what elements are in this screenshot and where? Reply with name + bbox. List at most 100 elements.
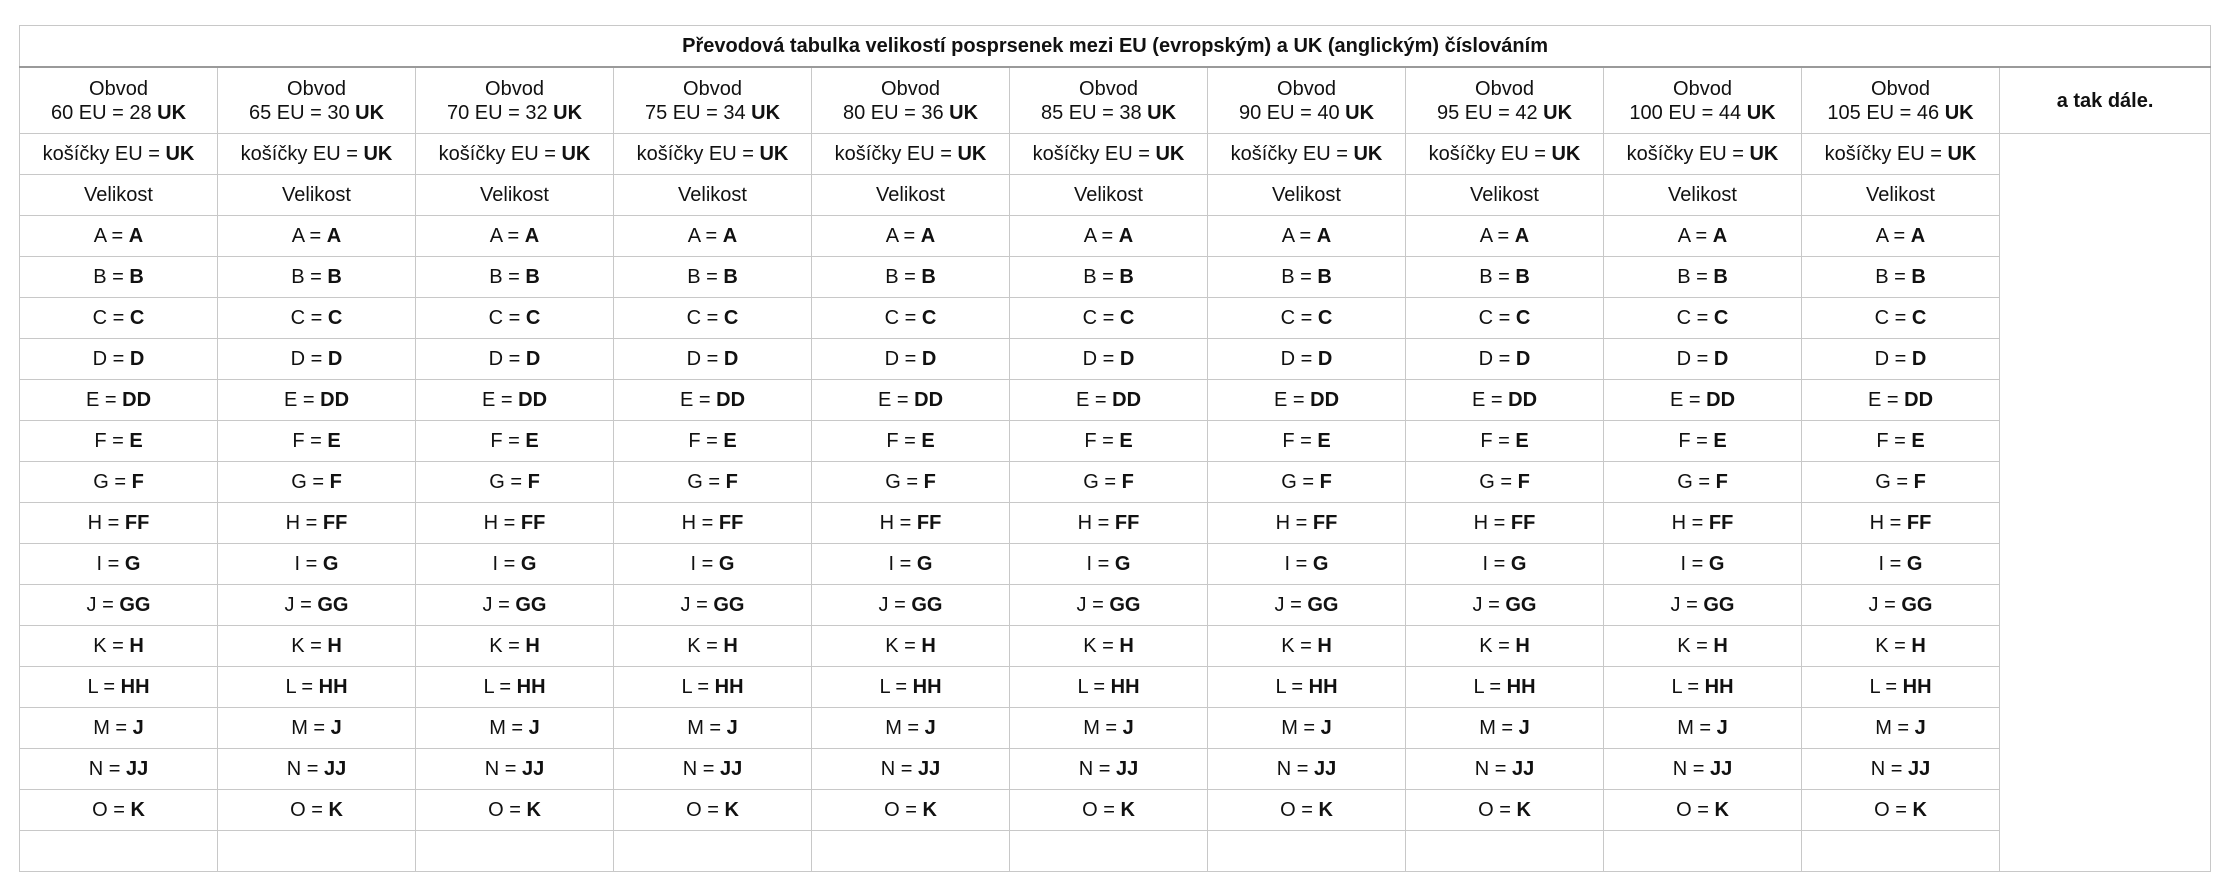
cup-conversion-cell: G = F bbox=[613, 461, 812, 503]
cup-uk: GG bbox=[119, 594, 151, 616]
equals-sign: = bbox=[106, 225, 129, 247]
cup-conversion-cell: E = DD bbox=[217, 379, 416, 421]
column-header: Obvod 105 EU = 46 UK bbox=[1801, 66, 2000, 134]
cup-uk: GG bbox=[1109, 594, 1141, 616]
band-size-uk: UK bbox=[949, 101, 979, 124]
cup-uk: K bbox=[130, 799, 145, 821]
cup-uk: G bbox=[1312, 553, 1329, 575]
cup-conversion-cell: M = J bbox=[1801, 707, 2000, 749]
equals-sign: = bbox=[700, 430, 724, 452]
cups-label-cell: košíčky EU = UK bbox=[1801, 133, 2000, 175]
cup-uk: H bbox=[1515, 635, 1530, 657]
cup-uk: DD bbox=[1706, 389, 1736, 411]
equals-sign: = bbox=[1683, 389, 1707, 411]
cup-conversion-cell: M = J bbox=[1405, 707, 1604, 749]
cup-eu: J bbox=[680, 594, 691, 616]
blank-column bbox=[1998, 133, 2212, 872]
cup-eu: D bbox=[884, 348, 900, 370]
cup-conversion-cell: E = DD bbox=[811, 379, 1010, 421]
equals-sign: = bbox=[1483, 676, 1507, 698]
cup-eu: H bbox=[1275, 512, 1291, 534]
cup-uk: GG bbox=[515, 594, 547, 616]
cup-uk: GG bbox=[1307, 594, 1339, 616]
cup-conversion-cell: F = E bbox=[613, 420, 812, 462]
equals-sign: = bbox=[1493, 307, 1516, 329]
cup-conversion-cell: N = JJ bbox=[415, 748, 614, 790]
cup-uk: B bbox=[723, 266, 738, 288]
cup-conversion-cell: B = B bbox=[1009, 256, 1208, 298]
cup-eu: D bbox=[1280, 348, 1296, 370]
cup-uk: HH bbox=[1902, 676, 1932, 698]
cups-label-cell: košíčky EU = UK bbox=[19, 133, 218, 175]
equals-sign: = bbox=[899, 307, 922, 329]
cup-eu: L bbox=[1275, 676, 1286, 698]
cup-conversion-cell: E = DD bbox=[1603, 379, 1802, 421]
cup-uk: HH bbox=[1704, 676, 1734, 698]
cup-eu: L bbox=[1671, 676, 1682, 698]
cup-uk: K bbox=[526, 799, 541, 821]
cup-eu: F bbox=[1678, 430, 1691, 452]
cup-eu: F bbox=[886, 430, 899, 452]
equals-sign: = bbox=[1488, 512, 1511, 534]
cup-uk: C bbox=[723, 307, 739, 329]
cup-eu: A bbox=[1281, 225, 1294, 247]
cup-conversion-cell: L = HH bbox=[19, 666, 218, 708]
cup-eu: O bbox=[488, 799, 504, 821]
equals-sign: = bbox=[1087, 676, 1111, 698]
cup-eu: G bbox=[291, 471, 307, 493]
cup-uk: K bbox=[724, 799, 739, 821]
cup-eu: H bbox=[1869, 512, 1885, 534]
equals-sign: = bbox=[1888, 430, 1912, 452]
cup-uk: H bbox=[723, 635, 738, 657]
cup-eu: B bbox=[885, 266, 899, 288]
empty-cell bbox=[415, 830, 614, 872]
cup-uk: B bbox=[129, 266, 144, 288]
equals-sign: = bbox=[1691, 348, 1714, 370]
obvod-label: Obvod bbox=[881, 77, 940, 100]
cup-eu: F bbox=[1084, 430, 1097, 452]
cup-conversion-cell: F = E bbox=[1207, 420, 1406, 462]
size-label: Velikost bbox=[1801, 174, 2000, 216]
cup-uk: K bbox=[328, 799, 343, 821]
empty-cell bbox=[1405, 830, 1604, 872]
cup-eu: G bbox=[489, 471, 505, 493]
cup-eu: O bbox=[92, 799, 108, 821]
equals-sign: = bbox=[696, 512, 719, 534]
cup-uk: G bbox=[322, 553, 339, 575]
cup-conversion-cell: G = F bbox=[1009, 461, 1208, 503]
cups-label-cell: košíčky EU = UK bbox=[1603, 133, 1802, 175]
cup-uk: E bbox=[921, 430, 935, 452]
cup-uk: F bbox=[725, 471, 738, 493]
cup-conversion-cell: I = G bbox=[1603, 543, 1802, 585]
equals-sign: = bbox=[899, 348, 922, 370]
cup-eu: F bbox=[490, 430, 503, 452]
cup-conversion-cell: G = F bbox=[1207, 461, 1406, 503]
cups-label-eu: košíčky EU = bbox=[636, 143, 760, 165]
cup-conversion-cell: J = GG bbox=[1801, 584, 2000, 626]
cup-conversion-cell: B = B bbox=[1603, 256, 1802, 298]
cup-uk: DD bbox=[518, 389, 548, 411]
band-size-uk: UK bbox=[751, 101, 781, 124]
cup-eu: H bbox=[87, 512, 103, 534]
equals-sign: = bbox=[1294, 635, 1318, 657]
equals-sign: = bbox=[305, 348, 328, 370]
cup-eu: A bbox=[93, 225, 106, 247]
cup-conversion-cell: O = K bbox=[811, 789, 1010, 831]
cup-conversion-cell: J = GG bbox=[811, 584, 1010, 626]
equals-sign: = bbox=[1096, 266, 1120, 288]
cup-uk: H bbox=[129, 635, 144, 657]
cup-eu: B bbox=[489, 266, 503, 288]
cup-eu: H bbox=[1077, 512, 1093, 534]
cup-eu: N bbox=[880, 758, 896, 780]
equals-sign: = bbox=[696, 553, 719, 575]
band-size-uk: UK bbox=[1345, 101, 1375, 124]
cup-conversion-cell: A = A bbox=[1603, 215, 1802, 257]
cup-conversion-cell: O = K bbox=[1009, 789, 1208, 831]
equals-sign: = bbox=[901, 717, 925, 739]
equals-sign: = bbox=[1295, 348, 1318, 370]
equals-sign: = bbox=[900, 471, 924, 493]
equals-sign: = bbox=[1888, 635, 1912, 657]
cup-eu: I bbox=[96, 553, 103, 575]
cup-conversion-cell: K = H bbox=[1801, 625, 2000, 667]
cups-label-eu: košíčky EU = bbox=[438, 143, 562, 165]
